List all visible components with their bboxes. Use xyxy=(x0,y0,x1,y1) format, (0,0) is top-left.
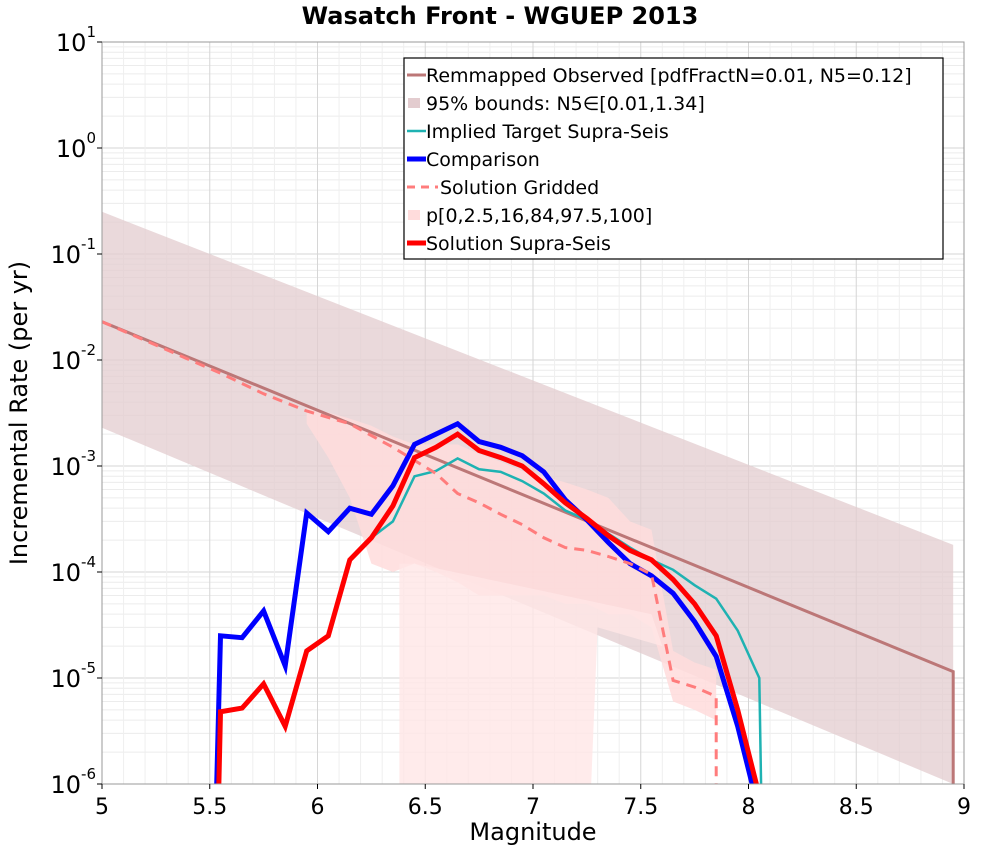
percentile-lower-tail xyxy=(399,563,663,784)
legend-frame xyxy=(403,57,944,260)
legend-label: Implied Target Supra-Seis xyxy=(426,121,669,143)
legend-swatch-band xyxy=(408,98,420,108)
solution-supra-seis-line xyxy=(216,431,759,784)
legend-entry: p[0,2.5,16,84,97.5,100] xyxy=(408,205,652,227)
y-tick-label: 10-1 xyxy=(50,235,96,269)
comparison-line xyxy=(214,420,755,784)
x-tick-label: 6 xyxy=(311,795,325,820)
x-tick-label: 7.5 xyxy=(623,795,658,820)
series-lines xyxy=(102,320,955,784)
legend-label: Remmapped Observed [pdfFractN=0.01, N5=0… xyxy=(426,65,912,87)
y-axis-ticks: 10-6 10-5 10-4 10-3 10-2 10-1 100 101 xyxy=(50,23,102,799)
x-tick-label: 7 xyxy=(526,795,540,820)
x-axis-label: Magnitude xyxy=(469,818,596,846)
y-axis-label: Incremental Rate (per yr) xyxy=(5,261,33,565)
x-tick-label: 8 xyxy=(742,795,756,820)
y-tick-label: 10-5 xyxy=(50,659,96,693)
legend: Remmapped Observed [pdfFractN=0.01, N5=0… xyxy=(403,57,944,260)
implied-target-line xyxy=(370,456,763,784)
x-tick-label: 5.5 xyxy=(192,795,227,820)
legend-entry: Solution Gridded xyxy=(407,177,599,199)
y-tick-label: 10-6 xyxy=(50,765,96,799)
legend-entry: Implied Target Supra-Seis xyxy=(407,121,669,143)
y-tick-label: 10-4 xyxy=(50,553,96,587)
legend-label: Solution Gridded xyxy=(440,177,599,199)
x-tick-label: 5 xyxy=(95,795,109,820)
x-axis-ticks: 5 5.5 6 6.5 7 7.5 8 8.5 9 xyxy=(95,784,971,820)
y-tick-label: 10-3 xyxy=(50,447,96,481)
y-tick-label: 10-2 xyxy=(50,341,96,375)
legend-entry: Solution Supra-Seis xyxy=(407,233,611,255)
legend-entry: 95% bounds: N5∈[0.01,1.34] xyxy=(408,93,705,115)
remapped-observed-line xyxy=(102,320,955,784)
legend-label: Solution Supra-Seis xyxy=(426,233,611,255)
chart-title: Wasatch Front - WGUEP 2013 xyxy=(302,2,699,30)
solution-gridded-line xyxy=(102,320,718,784)
legend-label: Comparison xyxy=(426,149,540,171)
x-tick-label: 8.5 xyxy=(839,795,874,820)
legend-entry: Comparison xyxy=(407,149,540,171)
y-tick-label: 100 xyxy=(56,129,96,163)
y-tick-label: 101 xyxy=(56,23,96,57)
legend-entry: Remmapped Observed [pdfFractN=0.01, N5=0… xyxy=(407,65,912,87)
x-tick-label: 9 xyxy=(957,795,971,820)
x-tick-label: 6.5 xyxy=(408,795,443,820)
legend-label: 95% bounds: N5∈[0.01,1.34] xyxy=(426,93,705,115)
legend-swatch-band xyxy=(408,210,420,220)
legend-label: p[0,2.5,16,84,97.5,100] xyxy=(426,205,652,227)
